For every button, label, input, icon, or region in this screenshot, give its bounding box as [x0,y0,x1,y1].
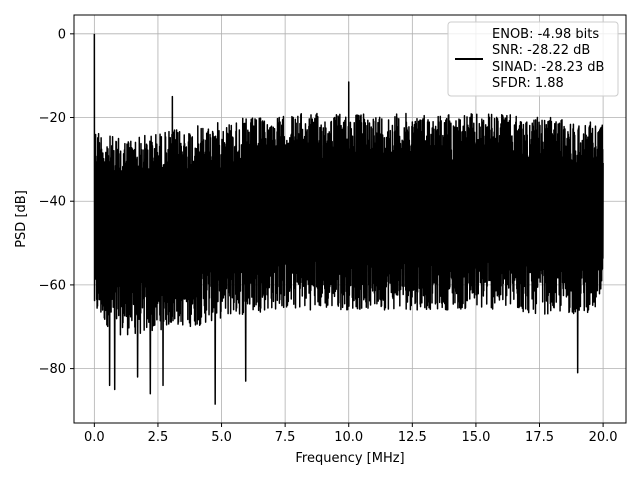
y-tick-label: −80 [39,362,66,377]
x-axis-label: Frequency [MHz] [295,451,404,466]
x-axis: 0.0 2.5 5.0 7.5 10.0 12.5 15.0 17.5 20.0 [84,423,618,445]
x-tick-label: 2.5 [148,430,169,445]
psd-series-line [93,33,604,405]
x-tick-label: 17.5 [525,430,554,445]
x-tick-label: 15.0 [461,430,490,445]
x-tick-label: 5.0 [211,430,232,445]
y-tick-label: −60 [39,278,66,293]
x-tick-label: 20.0 [589,430,618,445]
legend-line-snr: SNR: -28.22 dB [492,43,590,58]
y-axis-label: PSD [dB] [14,190,29,248]
y-tick-label: 0 [58,27,66,42]
legend-line-sfdr: SFDR: 1.88 [492,76,564,91]
legend-line-sinad: SINAD: -28.23 dB [492,60,604,75]
legend-box [447,21,619,97]
y-axis: 0 −20 −40 −60 −80 [39,27,74,377]
plot-area [93,33,604,405]
axes-frame [73,14,627,424]
legend: ENOB: -4.98 bits SNR: -28.22 dB SINAD: -… [447,21,619,97]
x-tick-label: 0.0 [84,430,105,445]
legend-line-enob: ENOB: -4.98 bits [492,27,599,42]
x-tick-label: 10.0 [334,430,363,445]
x-tick-label: 12.5 [398,430,427,445]
x-tick-label: 7.5 [275,430,296,445]
y-tick-label: −40 [39,195,66,210]
y-tick-label: −20 [39,111,66,126]
